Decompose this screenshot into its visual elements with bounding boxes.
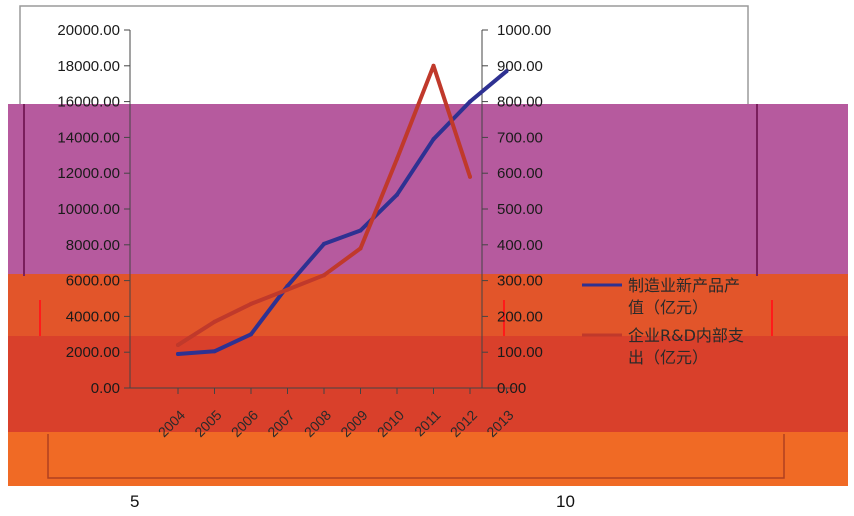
y-right-tick-label: 700.00 bbox=[497, 129, 543, 146]
y-right-tick-label: 1000.00 bbox=[497, 22, 551, 39]
y-right-tick-label: 300.00 bbox=[497, 273, 543, 290]
series-1-point bbox=[285, 284, 290, 288]
legend-label-1: 制造业新产品产 bbox=[628, 276, 740, 295]
frame-bottom bbox=[47, 434, 785, 479]
series-1-point bbox=[212, 349, 217, 354]
y-right-tick-label: 500.00 bbox=[497, 201, 543, 218]
band-red bbox=[8, 336, 848, 434]
y-left-tick-label: 14000.00 bbox=[57, 129, 120, 146]
y-left-tick-label: 10000.00 bbox=[57, 201, 120, 218]
y-right-tick-label: 100.00 bbox=[497, 344, 543, 361]
series-1-point bbox=[358, 228, 363, 233]
y-right-tick-label: 400.00 bbox=[497, 237, 543, 254]
series-2-point bbox=[249, 301, 253, 306]
y-left-tick-label: 16000.00 bbox=[57, 94, 120, 111]
y-right-tick-label: 900.00 bbox=[497, 58, 543, 75]
page-number-right: 10 bbox=[556, 492, 575, 511]
series-1-point bbox=[504, 69, 509, 74]
series-2-point bbox=[285, 287, 290, 292]
y-right-tick-label: 200.00 bbox=[497, 308, 543, 325]
chart-frame bbox=[19, 5, 749, 107]
y-left-tick-label: 0.00 bbox=[91, 380, 120, 397]
y-right-tick-label: 0.00 bbox=[497, 380, 526, 397]
y-right-tick-label: 800.00 bbox=[497, 94, 543, 111]
legend-label-2: 企业R&D内部支 bbox=[628, 326, 744, 345]
series-1-point bbox=[468, 99, 472, 104]
series-1-point bbox=[431, 137, 436, 142]
band-light-orange bbox=[8, 432, 848, 486]
series-2-point bbox=[431, 63, 436, 68]
y-left-tick-label: 6000.00 bbox=[66, 273, 120, 290]
y-left-tick-label: 18000.00 bbox=[57, 58, 120, 75]
page-number-left: 5 bbox=[130, 492, 140, 511]
y-left-tick-label: 2000.00 bbox=[66, 344, 120, 361]
band-orange bbox=[8, 274, 848, 338]
series-2-point bbox=[468, 174, 472, 179]
y-left-tick-label: 8000.00 bbox=[66, 237, 120, 254]
legend-label-1: 值（亿元） bbox=[628, 298, 708, 317]
series-1-point bbox=[249, 332, 253, 337]
legend-label-2: 出（亿元） bbox=[628, 348, 708, 367]
series-1-point bbox=[322, 241, 326, 246]
series-2-point bbox=[358, 246, 363, 251]
background-bands bbox=[8, 5, 848, 486]
series-2-point bbox=[176, 343, 180, 347]
series-2-point bbox=[395, 156, 399, 161]
y-left-tick-label: 20000.00 bbox=[57, 22, 120, 39]
series-2-point bbox=[212, 319, 217, 324]
y-right-tick-label: 600.00 bbox=[497, 165, 543, 182]
series-1-point bbox=[176, 352, 180, 356]
y-left-tick-label: 4000.00 bbox=[66, 308, 120, 325]
band-purple bbox=[8, 104, 848, 276]
series-lines bbox=[176, 63, 509, 356]
series-1-point bbox=[395, 192, 399, 197]
y-left-tick-label: 12000.00 bbox=[57, 165, 120, 182]
series-2-point bbox=[322, 273, 326, 278]
